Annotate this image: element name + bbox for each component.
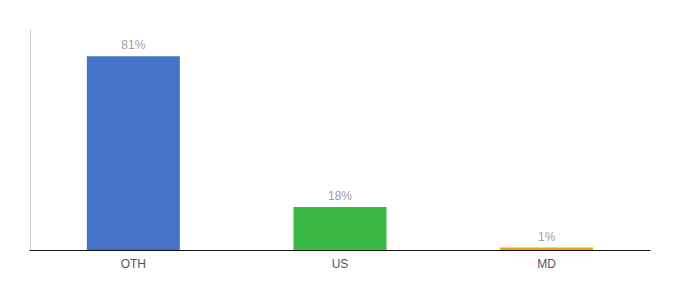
svg-text:MD: MD: [537, 257, 556, 271]
svg-text:OTH: OTH: [121, 257, 146, 271]
svg-text:81%: 81%: [121, 38, 145, 52]
svg-text:18%: 18%: [328, 189, 352, 203]
svg-text:US: US: [332, 257, 349, 271]
svg-text:1%: 1%: [538, 230, 556, 244]
